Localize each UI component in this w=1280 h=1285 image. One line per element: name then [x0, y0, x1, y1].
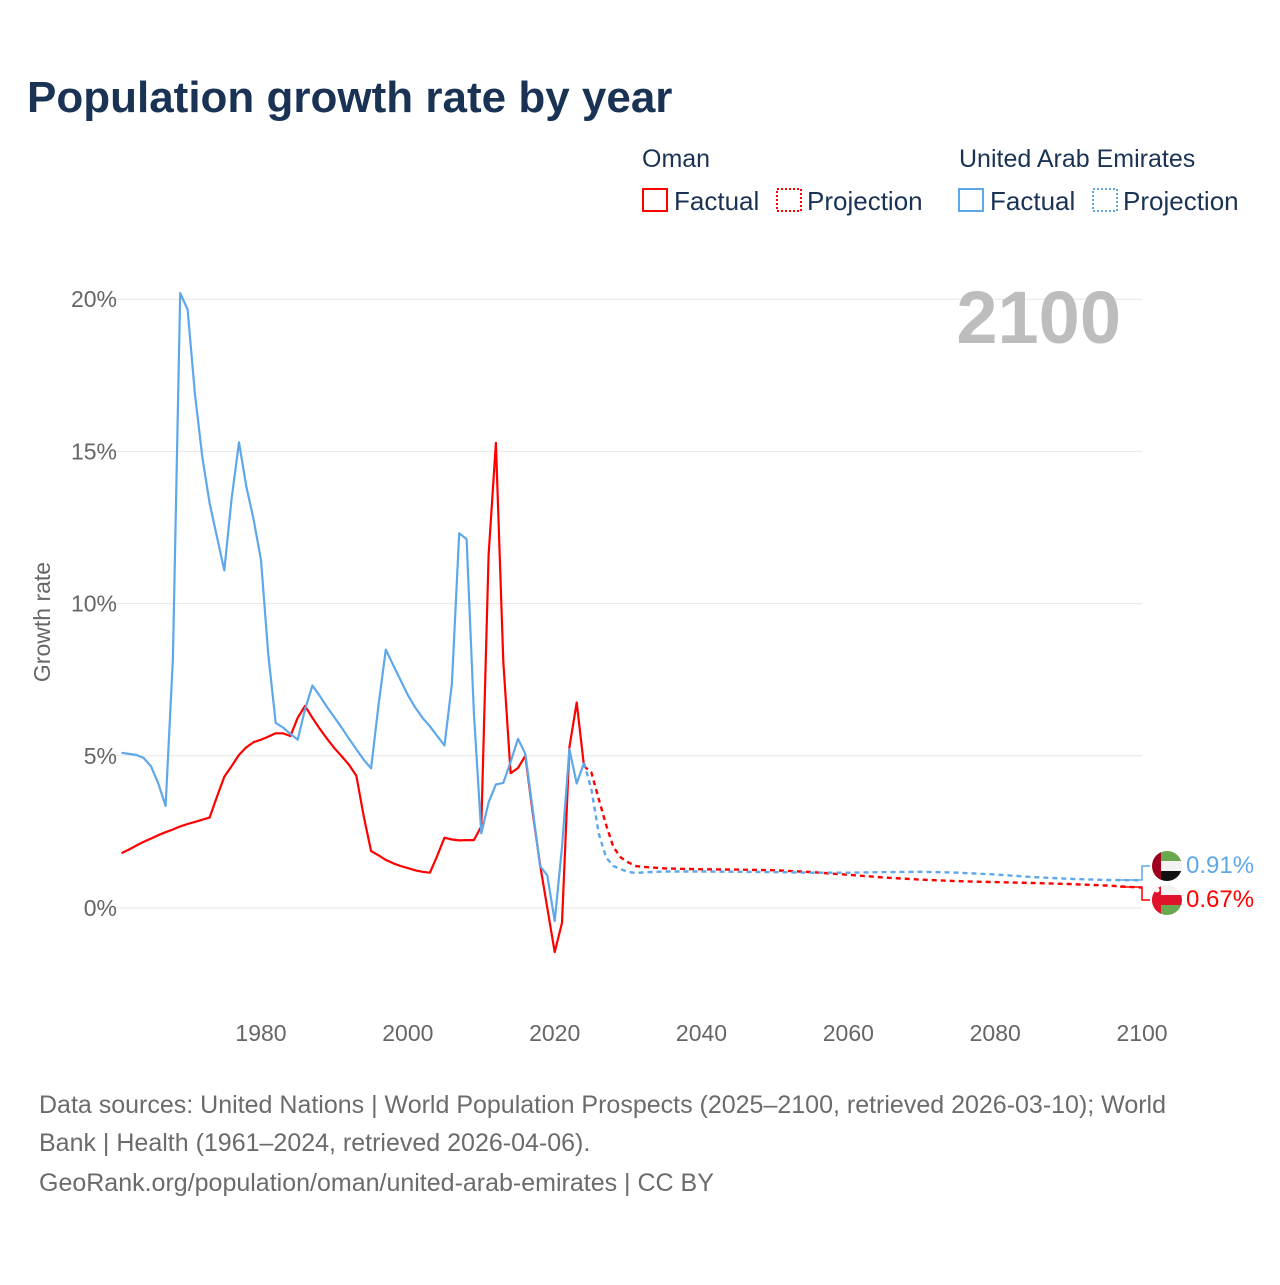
legend-uae-projection-swatch[interactable] — [1092, 188, 1118, 212]
current-year-label: 2100 — [956, 276, 1121, 359]
legend-oman-projection-label[interactable]: Projection — [807, 186, 923, 216]
footer-sources-line1: Data sources: United Nations | World Pop… — [39, 1091, 1166, 1119]
y-axis-label: Growth rate — [29, 562, 55, 682]
x-tick-label: 2000 — [382, 1020, 433, 1046]
legend-oman-factual-swatch[interactable] — [642, 188, 668, 212]
footer-sources-line2: Bank | Health (1961–2024, retrieved 2026… — [39, 1129, 590, 1157]
series-lines — [121, 292, 1143, 954]
legend-oman-heading: Oman — [642, 145, 710, 173]
x-tick-label: 2020 — [529, 1020, 580, 1046]
oman-end-connector — [1120, 886, 1150, 901]
legend-uae-heading: United Arab Emirates — [959, 145, 1195, 173]
legend-oman-factual-label[interactable]: Factual — [674, 186, 759, 216]
y-tick-label: 15% — [71, 438, 117, 464]
x-tick-label: 2080 — [970, 1020, 1021, 1046]
y-tick-label: 20% — [71, 286, 117, 312]
footer: Data sources: United Nations | World Pop… — [39, 1091, 1166, 1197]
uae-factual-line — [121, 292, 586, 923]
x-tick-label: 2040 — [676, 1020, 727, 1046]
y-axis-ticks: 0% 5% 10% 15% 20% — [71, 286, 117, 921]
legend-oman-projection-swatch[interactable] — [776, 188, 802, 212]
y-tick-label: 0% — [84, 895, 117, 921]
legend-uae-projection-label[interactable]: Projection — [1123, 186, 1239, 216]
uae-flag-icon — [1152, 851, 1182, 881]
end-markers: 0.91% 0.67% — [1118, 851, 1254, 915]
legend-uae-factual-swatch[interactable] — [958, 188, 984, 212]
x-tick-label: 2060 — [823, 1020, 874, 1046]
y-tick-label: 5% — [84, 743, 117, 769]
x-axis-ticks: 1980 2000 2020 2040 2060 2080 2100 — [235, 1020, 1167, 1046]
oman-factual-line — [121, 441, 586, 954]
gridlines — [110, 298, 1142, 909]
y-tick-label: 10% — [71, 591, 117, 617]
chart-title: Population growth rate by year — [27, 73, 672, 122]
legend-uae-factual-label[interactable]: Factual — [990, 186, 1075, 216]
oman-projection-line — [583, 765, 1143, 889]
x-tick-label: 1980 — [235, 1020, 286, 1046]
uae-projection-line — [582, 762, 1143, 882]
footer-attribution-link[interactable]: GeoRank.org/population/oman/united-arab-… — [39, 1169, 714, 1197]
uae-end-connector — [1118, 865, 1150, 881]
legend: Oman Factual Projection United Arab Emir… — [642, 145, 1239, 216]
uae-end-value: 0.91% — [1186, 852, 1254, 879]
x-tick-label: 2100 — [1116, 1020, 1167, 1046]
oman-end-value: 0.67% — [1186, 886, 1254, 913]
oman-flag-icon — [1152, 885, 1182, 915]
